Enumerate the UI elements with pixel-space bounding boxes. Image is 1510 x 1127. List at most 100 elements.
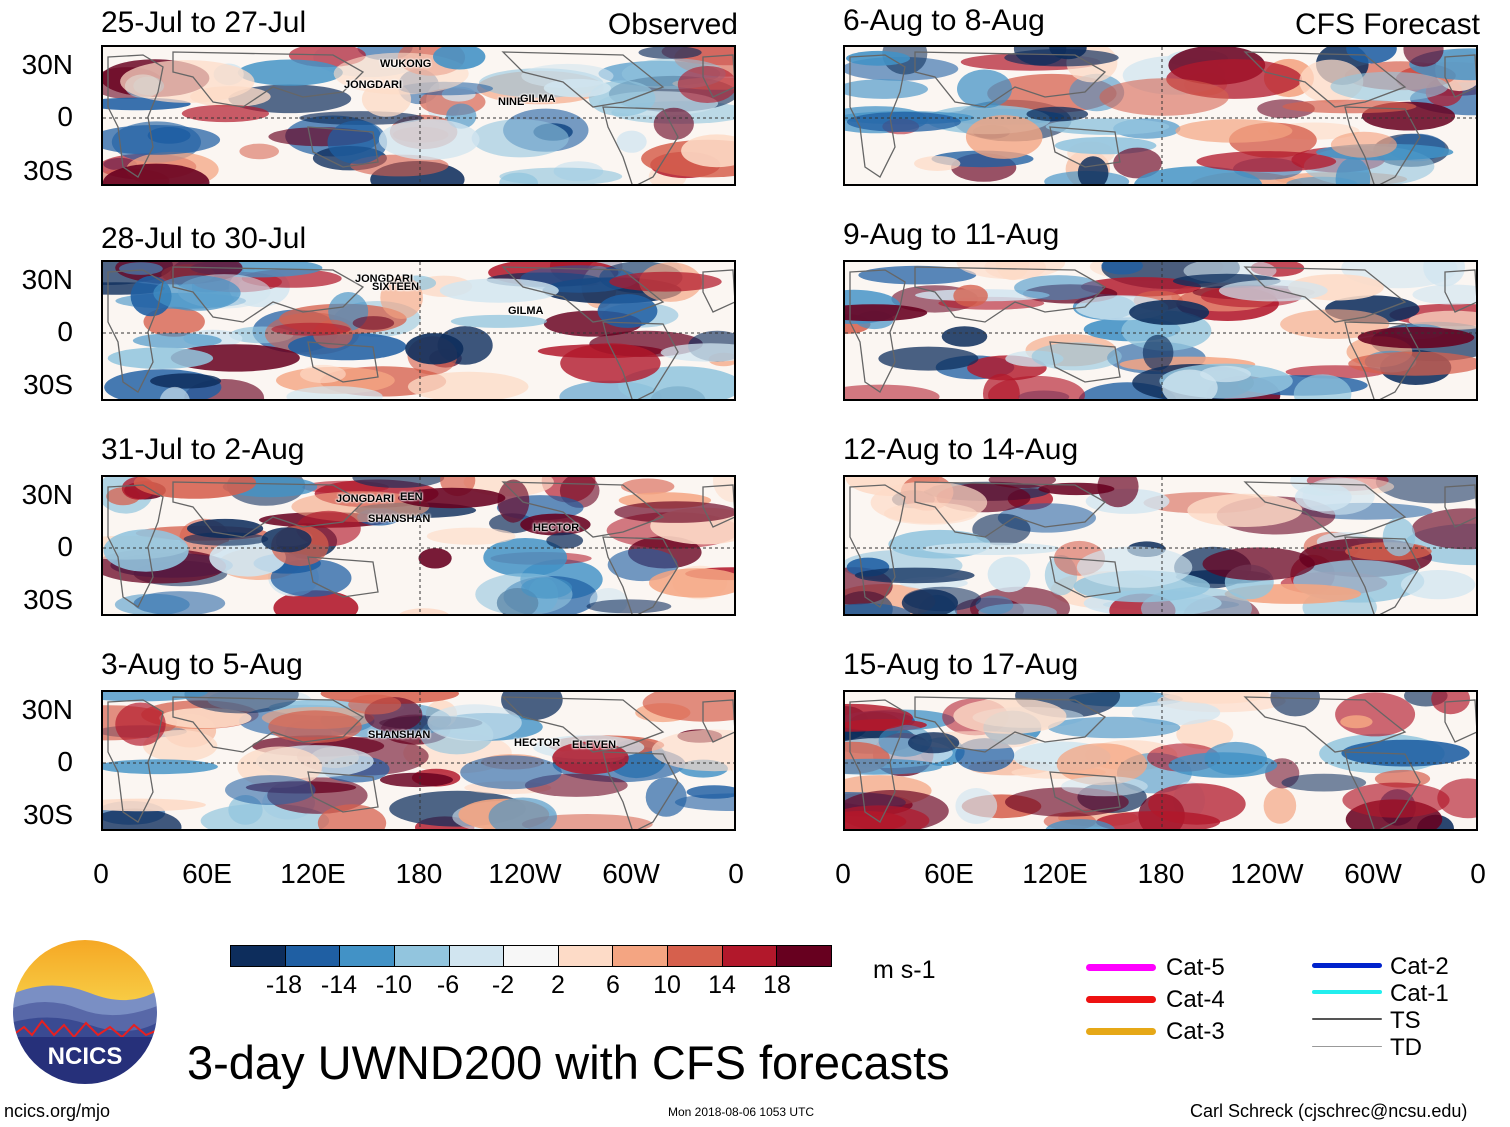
wind-anomaly-blob [649,568,734,598]
wind-anomaly-blob [713,477,734,503]
colorbar-tick: 6 [606,971,620,999]
wind-anomaly-blob [903,586,982,612]
legend-label-cat5: Cat-5 [1166,954,1225,981]
coastline [172,696,365,753]
wind-anomaly-blob [398,487,506,509]
lon-120e-right: 120E [1022,858,1088,889]
wind-anomaly-blob [845,805,930,829]
panel-title-2: 28-Jul to 30-Jul [101,222,307,255]
panel-title-6: 9-Aug to 11-Aug [843,218,1060,251]
wind-anomaly-blob [884,502,978,525]
wind-anomaly-blob [1375,477,1476,504]
wind-anomaly-blob [957,69,1012,109]
wind-anomaly-blob [426,527,516,545]
panel-title-7: 12-Aug to 14-Aug [843,433,1079,466]
wind-anomaly-blob [520,513,591,536]
wind-anomaly-blob [1038,482,1115,496]
wind-anomaly-blob [159,707,252,729]
footer-timestamp: Mon 2018-08-06 1053 UTC [668,1105,815,1119]
wind-anomaly-blob [460,755,562,790]
wind-anomaly-blob [560,343,661,384]
coastline [501,481,665,538]
wind-anomaly-blob [1162,692,1269,704]
wind-anomaly-blob [1330,71,1449,102]
coastline [849,269,906,393]
legend-label-cat4: Cat-4 [1166,986,1225,1013]
legend-line-cat2 [1312,963,1382,968]
wind-anomaly-blob [1134,166,1263,184]
wind-anomaly-blob [914,156,961,171]
wind-anomaly-blob [854,567,975,584]
legend-label-td: TD [1390,1034,1422,1061]
coastline [1243,266,1407,323]
ncics-logo: NCICS [10,937,160,1087]
wind-anomaly-blob [651,729,734,772]
lon-60w-left: 60W [602,858,660,889]
wind-anomaly-blob [987,556,1031,593]
coastline [1049,126,1121,168]
wind-anomaly-blob [107,347,214,369]
panel-title-4: 3-Aug to 5-Aug [101,648,303,681]
legend-label-cat2: Cat-2 [1390,953,1449,980]
wind-anomaly-blob [941,326,988,347]
storm-label-gilma-2: GILMA [508,305,544,317]
panel-title-8: 15-Aug to 17-Aug [843,648,1079,681]
wind-anomaly-blob [614,501,734,523]
lat-30n-3: 30N [21,479,73,510]
wind-anomaly-blob [119,262,163,275]
wind-anomaly-blob [286,386,383,399]
wind-anomaly-blob [239,143,279,160]
wind-anomaly-blob [170,344,300,372]
storm-label-wukong: WUKONG [380,58,432,70]
wind-anomaly-blob [1403,47,1444,67]
wind-anomaly-blob [616,130,647,153]
wind-anomaly-blob [103,798,206,812]
wind-anomaly-blob [1097,477,1139,508]
wind-anomaly-blob [1346,47,1397,64]
legend-line-cat5 [1086,964,1156,971]
wind-anomaly-blob [103,529,189,572]
lat-30s-1: 30S [23,155,73,186]
wind-anomaly-blob [922,542,1062,555]
lat-0-4: 0 [57,746,73,777]
coastline [849,699,906,823]
colorbar-tick: -14 [320,971,358,999]
wind-anomaly-blob [1357,326,1475,349]
lat-30n-1: 30N [21,49,73,80]
colorbar-tick: 10 [653,971,681,999]
wind-anomaly-blob [908,732,960,754]
wind-anomaly-blob [543,78,611,98]
coastline [914,696,1107,753]
storm-label-hector-1: HECTOR [533,522,580,534]
coastline [107,484,164,608]
wind-anomaly-blob [380,772,453,788]
lon-0-right: 0 [835,858,851,889]
wind-anomaly-blob [499,167,623,184]
wind-anomaly-blob [103,808,182,829]
wind-anomaly-blob [1099,78,1229,116]
wind-anomaly-blob [1412,284,1476,305]
colorbar-tick: 18 [763,971,791,999]
wind-anomaly-blob [1004,49,1119,67]
wind-anomaly-blob [1341,739,1470,767]
wind-anomaly-blob [488,797,557,829]
coastline [702,269,734,313]
wind-anomaly-blob [846,111,961,132]
colorbar-cell [231,946,286,966]
legend-line-ts [1312,1018,1382,1020]
colorbar-tick: -10 [375,971,413,999]
wind-anomaly-blob [1382,517,1416,557]
wind-anomaly-blob [380,276,423,319]
coastline [307,771,379,813]
wind-anomaly-blob [1218,279,1328,302]
colorbar-cell [668,946,723,966]
coastline [107,54,164,178]
legend-line-cat1 [1312,990,1382,994]
lon-60e-left: 60E [182,858,232,889]
footer-url: ncics.org/mjo [4,1101,111,1121]
wind-anomaly-blob [1330,131,1397,158]
storm-label-jongdari-2: JONGDARI [355,273,414,285]
colorbar-cell [722,946,778,966]
wind-anomaly-blob [378,119,480,160]
colorbar-cell [777,946,832,966]
